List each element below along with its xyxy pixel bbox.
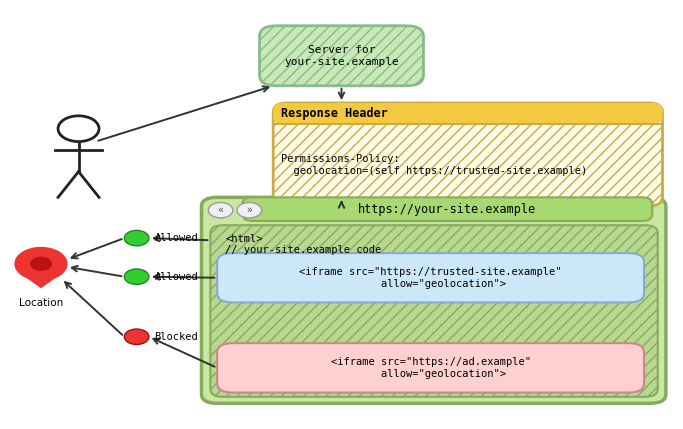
Text: Response Header: Response Header [281,107,388,120]
Text: https://your-site.example: https://your-site.example [359,202,536,216]
Text: Blocked: Blocked [154,332,198,342]
FancyBboxPatch shape [242,197,652,221]
FancyBboxPatch shape [273,103,663,206]
FancyBboxPatch shape [210,225,658,397]
Text: Allowed: Allowed [154,272,198,282]
Circle shape [15,248,67,280]
Text: Permissions-Policy:
  geolocation=(self https://trusted-site.example): Permissions-Policy: geolocation=(self ht… [281,154,587,175]
Circle shape [237,202,262,218]
Text: »: » [247,205,252,215]
FancyBboxPatch shape [260,26,423,86]
Text: <iframe src="https://ad.example"
    allow="geolocation">: <iframe src="https://ad.example" allow="… [331,357,531,379]
FancyBboxPatch shape [201,197,666,403]
FancyBboxPatch shape [217,343,644,393]
Text: Location: Location [19,298,63,308]
Circle shape [124,230,149,246]
FancyBboxPatch shape [273,103,663,124]
Circle shape [208,202,233,218]
Text: Server for
your-site.example: Server for your-site.example [284,45,399,66]
Circle shape [31,257,51,270]
Text: <html>
// your-site.example code: <html> // your-site.example code [225,234,382,255]
Polygon shape [22,274,60,287]
Text: «: « [218,205,223,215]
Circle shape [124,269,149,284]
Text: Allowed: Allowed [154,233,198,243]
FancyBboxPatch shape [217,253,644,302]
Circle shape [124,329,149,344]
Text: <iframe src="https://trusted-site.example"
    allow="geolocation">: <iframe src="https://trusted-site.exampl… [299,267,562,289]
